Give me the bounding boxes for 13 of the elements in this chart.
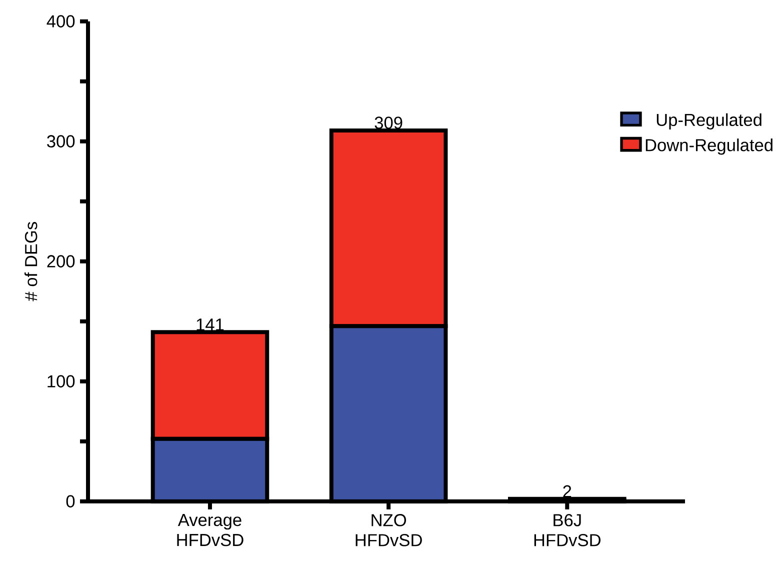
y-tick-label: 200 — [47, 255, 75, 268]
total-label: 141 — [196, 318, 224, 331]
x-tick-label: B6J HFDvSD — [534, 514, 600, 546]
y-tick-label: 400 — [46, 15, 75, 28]
x-tick-label: NZO HFDvSD — [356, 514, 422, 546]
x-tick-label: Average HFDvSD — [177, 514, 244, 546]
y-tick-label: 100 — [48, 375, 75, 388]
y-axis-title: # of DEGs — [24, 222, 38, 302]
y-tick-label: 300 — [47, 135, 75, 148]
legend-label: Down-Regulated — [646, 138, 772, 155]
y-tick-label: 0 — [66, 495, 75, 508]
legend-label: Up-Regulated — [656, 113, 762, 130]
total-label: 309 — [374, 116, 402, 130]
